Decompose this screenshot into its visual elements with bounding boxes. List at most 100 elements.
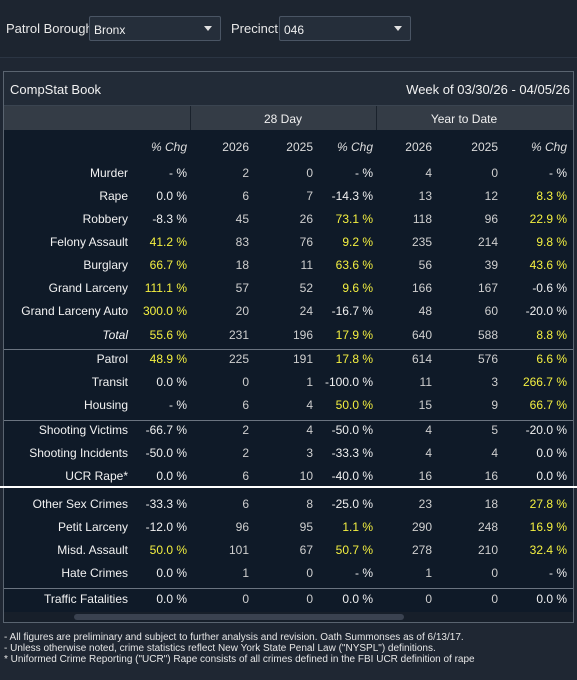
table-cell: -66.7 % [145, 423, 187, 437]
table-cell: 57 [235, 281, 249, 295]
table-cell: 6 [242, 469, 249, 483]
table-cell: 9.8 % [536, 235, 567, 249]
group-divider [376, 106, 377, 130]
borough-label: Patrol Borough: [6, 21, 97, 36]
table-cell: 18 [235, 258, 249, 272]
table-cell: 4 [425, 423, 432, 437]
table-cell: 18 [484, 497, 498, 511]
table-cell: 1.1 % [342, 520, 373, 534]
table-cell: 20 [235, 304, 249, 318]
table-cell: -16.7 % [331, 304, 373, 318]
table-cell: 76 [299, 235, 313, 249]
table-cell: 0.0 % [156, 566, 187, 580]
scrollbar-thumb[interactable] [74, 614, 404, 620]
row-label: Transit [91, 375, 128, 389]
table-row: Burglary 66.7 % 18 11 63.6 % 56 39 43.6 % [4, 258, 573, 281]
table-cell: 11 [300, 258, 313, 272]
table-cell: -100.0 % [324, 375, 373, 389]
table-cell: 225 [228, 352, 249, 366]
table-cell: 96 [484, 212, 498, 226]
table-row: Murder - % 2 0 - % 4 0 - % [4, 166, 573, 189]
table-cell: -40.0 % [331, 469, 373, 483]
table-cell: 0 [242, 592, 249, 606]
table-cell: 231 [228, 328, 249, 342]
table-cell: 8 [306, 497, 313, 511]
table-row: Petit Larceny -12.0 % 96 95 1.1 % 290 248 16.9 … [4, 520, 573, 543]
table-cell: 73.1 % [335, 212, 373, 226]
table-cell: 6 [242, 189, 249, 203]
table-cell: 0.0 % [156, 592, 187, 606]
table-cell: 0 [306, 566, 313, 580]
section-divider [4, 588, 573, 589]
horizontal-scrollbar[interactable] [4, 612, 573, 622]
table-row: Grand Larceny 111.1 % 57 52 9.6 % 166 167 -0.6 … [4, 281, 573, 304]
table-row: Shooting Victims -66.7 % 2 4 -50.0 % 4 5 -20.0 … [4, 423, 573, 446]
table-cell: 8.3 % [536, 189, 567, 203]
table-cell: - % [549, 166, 567, 180]
table-cell: 111.1 % [144, 281, 187, 295]
table-cell: 1 [306, 375, 313, 389]
week-range: Week of 03/30/26 - 04/05/26 [406, 82, 570, 97]
column-header: % Chg [530, 140, 567, 154]
table-row: Hate Crimes 0.0 % 1 0 - % 1 0 - % [4, 566, 573, 589]
table-cell: -33.3 % [145, 497, 187, 511]
table-cell: 6 [242, 497, 249, 511]
filter-bar: Patrol Borough: Bronx Precinct: 046 [0, 0, 577, 58]
row-label: Other Sex Crimes [32, 497, 128, 511]
column-group-bar: 28 Day Year to Date [4, 106, 573, 130]
row-label: Patrol [96, 352, 128, 366]
table-cell: 0 [306, 166, 313, 180]
table-cell: 8.8 % [536, 328, 567, 342]
table-cell: -14.3 % [331, 189, 373, 203]
borough-select[interactable]: Bronx [89, 16, 221, 41]
column-header: % Chg [150, 140, 187, 154]
table-cell: 0 [306, 592, 313, 606]
table-cell: 22.9 % [529, 212, 567, 226]
table-cell: 3 [491, 375, 498, 389]
table-cell: 24 [299, 304, 313, 318]
chevron-down-icon [394, 26, 402, 31]
table-cell: 2 [242, 423, 249, 437]
table-cell: 66.7 % [529, 398, 567, 412]
table-cell: 43.6 % [529, 258, 567, 272]
table-cell: 15 [418, 398, 432, 412]
table-cell: 48 [418, 304, 432, 318]
table-cell: -50.0 % [331, 423, 373, 437]
table-cell: 10 [299, 469, 313, 483]
table-cell: -50.0 % [145, 446, 187, 460]
table-cell: 196 [292, 328, 313, 342]
precinct-select[interactable]: 046 [279, 16, 411, 41]
table-cell: 9.2 % [342, 235, 373, 249]
table-cell: 6.6 % [536, 352, 567, 366]
table-row: Felony Assault 41.2 % 83 76 9.2 % 235 214 9.8 % [4, 235, 573, 258]
table-cell: 0.0 % [156, 375, 187, 389]
table-cell: 50.0 % [335, 398, 373, 412]
table-cell: 26 [299, 212, 313, 226]
table-row: Misd. Assault 50.0 % 101 67 50.7 % 278 210 32.4… [4, 543, 573, 566]
chevron-down-icon [204, 26, 212, 31]
row-label: Robbery [82, 212, 128, 226]
section-divider [4, 420, 573, 421]
table-cell: -20.0 % [525, 304, 567, 318]
table-cell: 52 [299, 281, 313, 295]
table-cell: 63.6 % [335, 258, 373, 272]
table-cell: 48.9 % [149, 352, 187, 366]
table-cell: - % [549, 566, 567, 580]
table-cell: -25.0 % [331, 497, 373, 511]
table-cell: 11 [419, 375, 432, 389]
table-cell: 2 [242, 166, 249, 180]
row-label: Shooting Victims [38, 423, 128, 437]
table-cell: 0 [491, 592, 498, 606]
table-cell: 55.6 % [149, 328, 187, 342]
table-cell: 576 [477, 352, 498, 366]
table-cell: 4 [425, 166, 432, 180]
table-cell: 0 [425, 592, 432, 606]
column-header: 2026 [222, 140, 249, 154]
column-header: 2025 [286, 140, 313, 154]
section-divider [4, 349, 573, 350]
table-cell: -12.0 % [145, 520, 187, 534]
group-divider [190, 106, 191, 130]
table-cell: 290 [411, 520, 432, 534]
table-cell: 0.0 % [342, 592, 373, 606]
table-cell: 95 [299, 520, 313, 534]
